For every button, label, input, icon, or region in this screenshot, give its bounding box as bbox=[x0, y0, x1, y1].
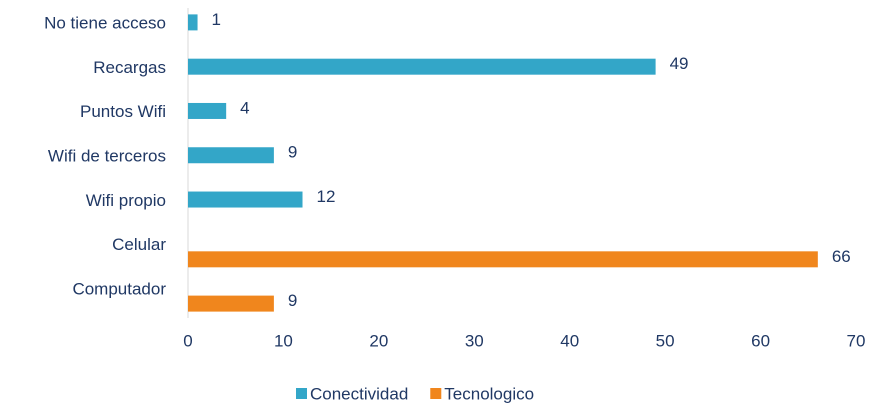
data-label: 9 bbox=[288, 291, 297, 310]
legend-label: Conectividad bbox=[310, 384, 408, 403]
bar bbox=[188, 102, 227, 119]
data-label: 4 bbox=[240, 98, 249, 117]
x-tick-label: 50 bbox=[656, 331, 675, 350]
data-label: 49 bbox=[670, 54, 689, 73]
legend-swatch bbox=[296, 388, 307, 399]
data-label: 1 bbox=[212, 10, 221, 29]
bar bbox=[188, 147, 274, 164]
x-tick-label: 30 bbox=[465, 331, 484, 350]
y-tick-label: Celular bbox=[112, 235, 166, 254]
data-label: 66 bbox=[832, 247, 851, 266]
x-tick-label: 70 bbox=[847, 331, 866, 350]
legend-label: Tecnologico bbox=[444, 384, 534, 403]
y-tick-label: No tiene acceso bbox=[44, 14, 166, 33]
bar bbox=[188, 58, 656, 75]
y-tick-label: Computador bbox=[72, 279, 166, 298]
x-tick-label: 0 bbox=[183, 331, 192, 350]
bar bbox=[188, 251, 818, 268]
y-tick-label: Recargas bbox=[93, 58, 166, 77]
y-tick-label: Wifi propio bbox=[86, 191, 166, 210]
x-tick-label: 10 bbox=[274, 331, 293, 350]
data-label: 12 bbox=[317, 187, 336, 206]
data-label: 9 bbox=[288, 143, 297, 162]
x-tick-label: 40 bbox=[560, 331, 579, 350]
y-tick-label: Wifi de terceros bbox=[48, 146, 166, 165]
x-tick-label: 20 bbox=[369, 331, 388, 350]
legend-swatch bbox=[430, 388, 442, 399]
y-tick-label: Puntos Wifi bbox=[80, 102, 166, 121]
bar bbox=[188, 191, 303, 208]
bar bbox=[188, 14, 198, 31]
bar bbox=[188, 295, 274, 312]
x-tick-label: 60 bbox=[751, 331, 770, 350]
